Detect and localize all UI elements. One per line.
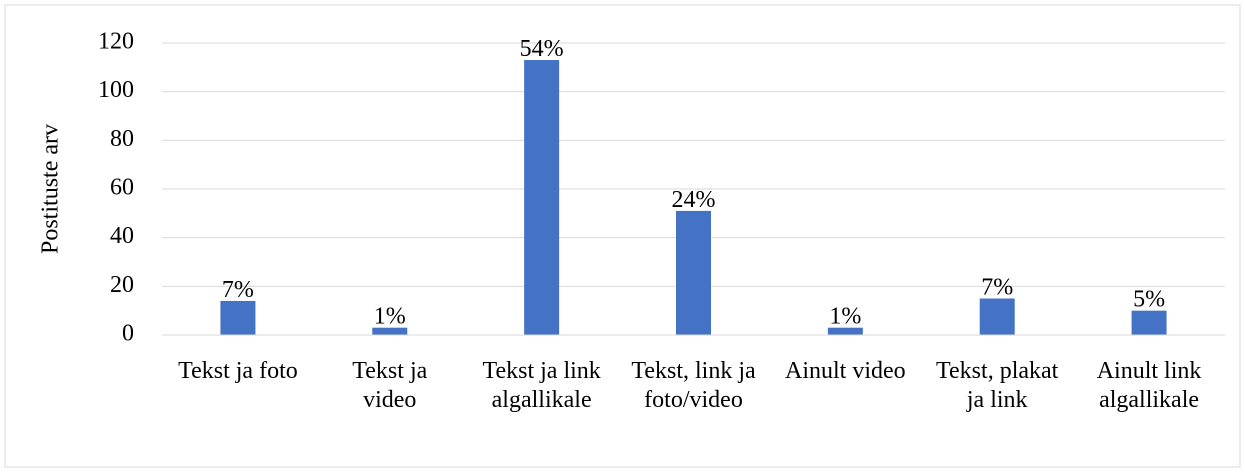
x-tick-label: Tekst, link ja foto/video: [631, 358, 756, 413]
data-label: 1%: [374, 304, 406, 330]
y-tick-label: 0: [122, 321, 134, 347]
bar: [524, 60, 560, 336]
data-label: 7%: [222, 277, 254, 303]
x-tick-label: Tekst ja video: [352, 358, 428, 413]
x-tick-label: Tekst ja foto: [178, 358, 298, 384]
y-tick-label: 20: [110, 272, 134, 298]
data-label: 5%: [1133, 287, 1165, 313]
x-tick-label: Tekst ja link algallikale: [482, 358, 601, 413]
chart-border: [4, 4, 1241, 468]
bar: [372, 327, 408, 335]
y-tick-label: 80: [110, 126, 134, 152]
x-tick-label: Ainult video: [785, 358, 906, 384]
y-tick-label: 120: [98, 29, 134, 55]
bar: [676, 210, 711, 335]
bar: [827, 327, 863, 335]
data-label: 7%: [981, 275, 1013, 301]
y-axis-label: Postituste arv: [38, 124, 64, 254]
y-tick-label: 40: [110, 223, 134, 249]
y-tick-label: 60: [110, 175, 134, 201]
data-label: 54%: [520, 36, 564, 62]
data-label: 24%: [672, 187, 716, 213]
bar: [979, 298, 1015, 335]
bar: [220, 300, 256, 335]
x-tick-label: Ainult link algallikale: [1096, 358, 1202, 413]
y-tick-label: 100: [98, 77, 134, 103]
data-label: 1%: [829, 304, 861, 330]
x-tick-label: Tekst, plakat ja link: [936, 358, 1059, 413]
bar: [1131, 310, 1167, 335]
